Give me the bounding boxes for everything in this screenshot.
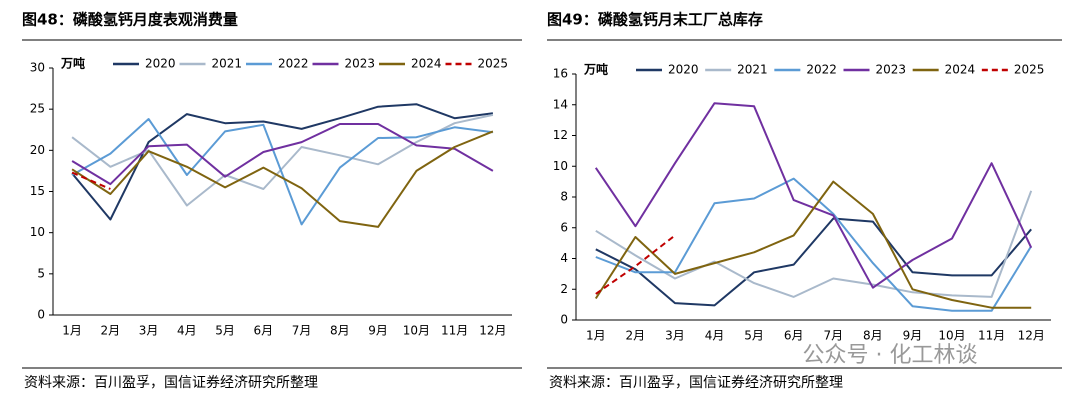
unit-label: 万吨	[583, 62, 608, 77]
x-tick-label: 7月	[823, 329, 843, 343]
x-tick-label: 8月	[330, 324, 350, 338]
unit-label: 万吨	[60, 56, 85, 71]
x-tick-label: 9月	[903, 329, 923, 343]
y-tick-label: 12	[553, 128, 568, 142]
legend-label: 2021	[737, 63, 768, 77]
series-line	[595, 190, 1033, 298]
legend-label: 2024	[411, 57, 442, 71]
x-tick-label: 12月	[1018, 329, 1045, 343]
legend-label: 2023	[876, 63, 907, 77]
legend-label: 2024	[945, 63, 976, 77]
y-tick-label: 14	[553, 97, 568, 111]
x-tick-label: 3月	[665, 329, 685, 343]
y-tick-label: 30	[30, 61, 45, 75]
series-line	[595, 217, 1032, 307]
x-tick-label: 6月	[254, 324, 274, 338]
x-tick-label: 2月	[101, 324, 121, 338]
legend-label: 2020	[668, 63, 699, 77]
y-tick-label: 8	[560, 190, 568, 204]
series-line	[595, 177, 1033, 312]
y-tick-label: 15	[30, 184, 45, 198]
series-line	[71, 171, 111, 190]
chart-title: 图48：磷酸氢钙月度表观消费量	[22, 11, 238, 29]
x-tick-label: 1月	[586, 329, 606, 343]
series-line	[71, 123, 494, 186]
legend-label: 2020	[145, 57, 176, 71]
series-line	[71, 118, 494, 226]
legend-label: 2023	[345, 57, 376, 71]
y-tick-label: 10	[553, 159, 568, 173]
series-line	[594, 180, 1032, 309]
y-tick-label: 2	[560, 282, 568, 296]
y-tick-label: 6	[560, 220, 568, 234]
x-tick-label: 2月	[626, 329, 646, 343]
x-tick-label: 10月	[938, 329, 965, 343]
y-tick-label: 10	[30, 225, 45, 239]
x-tick-label: 9月	[368, 324, 388, 338]
y-tick-label: 4	[560, 251, 568, 265]
x-tick-label: 11月	[441, 324, 468, 338]
legend-label: 2025	[1014, 63, 1045, 77]
x-tick-label: 11月	[978, 329, 1005, 343]
series-line	[71, 130, 494, 228]
x-tick-label: 7月	[292, 324, 312, 338]
y-tick-label: 0	[37, 308, 45, 322]
source-note: 资料来源：百川盈孚，国信证券经济研究所整理	[549, 375, 843, 391]
y-tick-label: 25	[30, 102, 45, 116]
x-tick-label: 5月	[215, 324, 235, 338]
series-line	[71, 103, 494, 221]
y-tick-label: 5	[37, 266, 45, 280]
y-tick-label: 20	[30, 143, 45, 157]
legend-label: 2022	[278, 57, 309, 71]
x-tick-label: 6月	[784, 329, 804, 343]
y-tick-label: 16	[553, 67, 568, 81]
x-tick-label: 1月	[62, 324, 82, 338]
x-tick-label: 4月	[705, 329, 725, 343]
series-line	[595, 234, 676, 295]
watermark: 公众号 · 化工林谈	[803, 343, 978, 368]
legend-label: 2022	[806, 63, 837, 77]
x-tick-label: 3月	[139, 324, 159, 338]
chart-title: 图49：磷酸氢钙月末工厂总库存	[547, 11, 763, 29]
x-tick-label: 4月	[177, 324, 197, 338]
x-tick-label: 8月	[863, 329, 883, 343]
x-tick-label: 12月	[479, 324, 506, 338]
y-tick-label: 0	[560, 313, 568, 327]
legend-label: 2021	[212, 57, 243, 71]
x-tick-label: 10月	[403, 324, 430, 338]
x-tick-label: 5月	[744, 329, 764, 343]
legend-label: 2025	[478, 57, 509, 71]
source-note: 资料来源：百川盈孚，国信证券经济研究所整理	[24, 375, 318, 391]
